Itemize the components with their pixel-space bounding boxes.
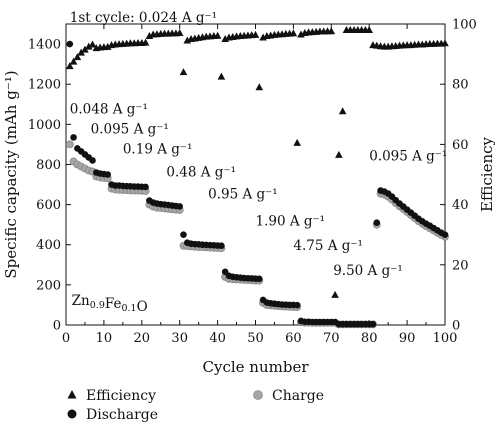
efficiency-point (175, 29, 184, 37)
sample-label-element: Fe (105, 296, 122, 312)
x-tick-label: 30 (171, 331, 188, 346)
y-tick-label: 1200 (28, 78, 61, 93)
efficiency-point (73, 53, 82, 61)
efficiency-point (365, 26, 373, 34)
x-axis-title: Cycle number (203, 358, 310, 376)
rate-annotation: 0.095 A g⁻¹ (91, 121, 169, 137)
discharge-point (441, 231, 449, 238)
rate-annotation: 1.90 A g⁻¹ (256, 214, 326, 230)
y2-tick-label: 60 (452, 138, 469, 153)
discharge-point (369, 320, 377, 328)
discharge-point (218, 242, 225, 250)
discharge-point (180, 231, 187, 238)
discharge-point (66, 40, 74, 48)
efficiency-point (255, 83, 264, 91)
efficiency-point (213, 31, 222, 39)
y-tick-label: 0 (53, 319, 61, 334)
discharge-point (293, 301, 301, 309)
discharge-point (70, 134, 77, 141)
y-tick-label: 1000 (28, 118, 61, 133)
y-tick-label: 600 (36, 198, 61, 213)
rate-annotation: 0.048 A g⁻¹ (70, 101, 148, 117)
x-tick-label: 60 (285, 331, 302, 346)
x-tick-label: 80 (361, 331, 378, 346)
rate-annotation: 4.75 A g⁻¹ (293, 238, 363, 254)
y-tick-label: 400 (36, 238, 61, 253)
efficiency-point (77, 48, 85, 56)
y-tick-label: 200 (36, 278, 61, 293)
legend-label: Discharge (86, 407, 158, 423)
x-tick-label: 90 (399, 331, 416, 346)
rate-annotation: 0.95 A g⁻¹ (208, 187, 278, 203)
efficiency-point (84, 42, 93, 50)
legend-marker-efficiency (67, 390, 77, 399)
y2-axis-title: Efficiency (478, 136, 496, 212)
y-tick-label: 800 (36, 158, 61, 173)
efficiency-point (289, 29, 298, 37)
efficiency-point (327, 27, 336, 35)
sample-label-element: Zn (72, 293, 90, 309)
rate-annotation: 0.48 A g⁻¹ (166, 165, 236, 181)
discharge-point (142, 183, 149, 191)
sample-label-subscript: 0.9 (90, 300, 105, 311)
plot-frame-layer (65, 23, 446, 326)
efficiency-point (293, 138, 301, 146)
y2-tick-label: 100 (452, 18, 477, 33)
efficiency-point (103, 42, 112, 50)
efficiency-point (251, 30, 260, 38)
legend-marker-charge (253, 390, 263, 400)
rate-annotation: 0.19 A g⁻¹ (123, 141, 193, 157)
legend-label: Efficiency (86, 388, 156, 404)
text-layer: 0 10 20 30 40 50 60 70 80 90 100020040060080010001… (2, 10, 496, 376)
y-tick-label: 1400 (28, 38, 61, 53)
y2-tick-label: 0 (452, 319, 460, 334)
x-tick-label: 70 (323, 331, 340, 346)
data-layer (65, 26, 449, 329)
efficiency-point (179, 68, 188, 76)
y-axis-title: Specific capacity (mAh g⁻¹) (2, 70, 20, 278)
y2-tick-label: 40 (452, 198, 469, 213)
efficiency-point (69, 57, 78, 65)
efficiency-point (331, 290, 339, 298)
x-tick-label: 0 (62, 331, 70, 346)
y2-tick-label: 20 (452, 258, 469, 273)
x-tick-label: 50 (247, 331, 264, 346)
sample-label: Zn0.9Fe0.1O (72, 293, 148, 315)
legend-marker-discharge (67, 409, 77, 419)
discharge-point (176, 203, 183, 210)
discharge-point (255, 275, 263, 283)
legend-label: Charge (272, 388, 324, 404)
y2-tick-label: 80 (452, 78, 469, 93)
efficiency-point (88, 40, 97, 48)
efficiency-point (338, 107, 347, 115)
efficiency-point (141, 38, 150, 46)
efficiency-point (81, 45, 89, 53)
x-tick-label: 20 (134, 331, 151, 346)
rate-annotation: 0.095 A g⁻¹ (369, 148, 447, 164)
rate-annotation: 1st cycle: 0.024 A g⁻¹ (70, 10, 217, 26)
efficiency-point (217, 72, 226, 80)
efficiency-point (335, 150, 343, 158)
discharge-point (373, 219, 381, 226)
legend-layer: Efficiency Discharge Charge (67, 388, 324, 423)
efficiency-point (441, 39, 449, 47)
discharge-point (104, 171, 111, 178)
x-tick-label: 40 (209, 331, 226, 346)
charge-point (65, 140, 74, 149)
x-tick-label: 10 (96, 331, 113, 346)
sample-label-element: O (137, 299, 148, 315)
efficiency-point (65, 62, 74, 70)
sample-label-subscript: 0.1 (121, 303, 136, 314)
x-tick-label: 100 (433, 331, 458, 346)
discharge-point (89, 157, 96, 164)
rate-annotation: 9.50 A g⁻¹ (333, 263, 403, 279)
